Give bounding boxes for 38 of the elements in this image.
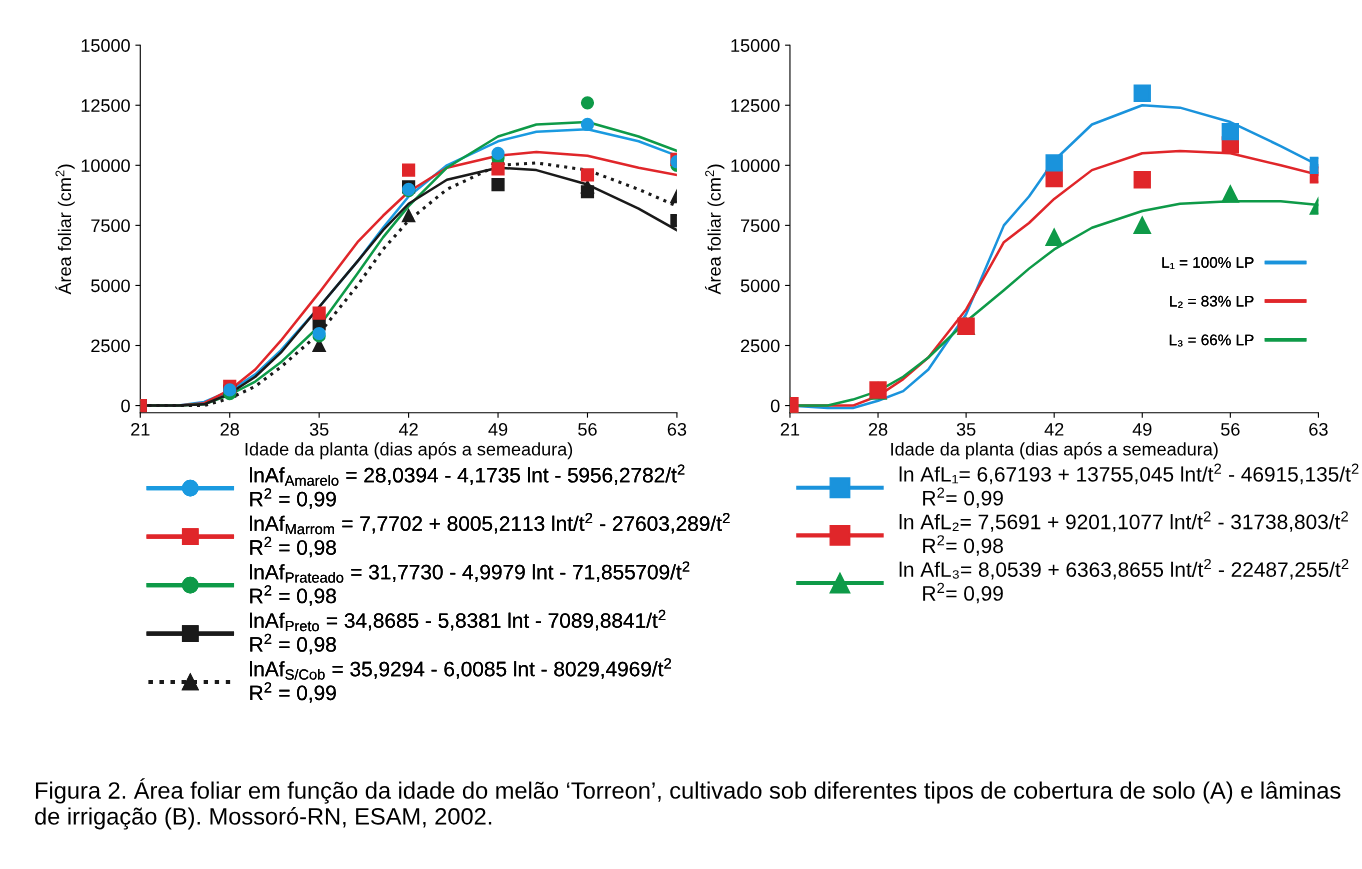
x-tick-label: 21 (780, 422, 800, 436)
x-axis-title: Idade da planta (dias após a semeadura) (891, 442, 1218, 460)
y-tick-label: 5000 (91, 279, 130, 293)
y-tick-label: 15000 (81, 39, 130, 52)
y-tick-label: 2500 (740, 339, 780, 353)
x-tick-label: 35 (309, 422, 329, 436)
y-tick-label: 7500 (741, 219, 780, 233)
legend-label: L₂ = 83% LP (1170, 295, 1254, 308)
x-tick-label: 35 (956, 422, 976, 436)
y-axis-title: Área foliar (cm$^{2}$) (704, 164, 725, 295)
x-tick-label: 42 (398, 422, 418, 436)
y-tick-label: 5000 (740, 279, 780, 293)
x-axis-title: Idade da planta (dias após a semeadura) (245, 442, 573, 460)
y-tick-label: 7500 (91, 219, 130, 233)
x-tick-label: 21 (131, 422, 150, 436)
x-tick-label: 63 (1309, 422, 1328, 436)
x-tick-label: 56 (1221, 422, 1240, 436)
text: Figura 2. Área foliar em função da idade do melão ‘Torreon’, cultivado sob diferentes tipos de cobertura de solo (A) e lâminas de irrigação (B). Mossoró-RN, ESAM, 2002. (35, 778, 1341, 830)
y-tick-label: 15000 (731, 39, 780, 52)
y-axis-title: Área foliar (cm$^{2}$) (55, 164, 75, 295)
x-tick-label: 28 (868, 422, 888, 436)
x-tick-label: 56 (578, 422, 597, 436)
legend-label: L₃ = 66% LP (1169, 334, 1254, 347)
x-tick-label: 49 (488, 422, 508, 436)
y-tick-label: 0 (121, 399, 130, 413)
x-tick-label: 49 (1132, 422, 1152, 436)
legend-label: L₁ = 100% LP (1162, 257, 1254, 270)
x-tick-label: 28 (220, 422, 239, 436)
y-tick-label: 2500 (91, 339, 130, 353)
y-tick-label: 0 (770, 399, 780, 413)
y-tick-label: 10000 (81, 159, 130, 173)
y-tick-label: 12500 (81, 99, 130, 112)
text: lnAf$_{S/Cob}$ = 35,9294 - 6,0085 lnt - 8029,4969/t$^{2}$ R$^{2}$ = 0,99 (250, 658, 672, 703)
x-tick-label: 63 (667, 422, 687, 436)
text: ln AfL₃= 8,0539 + 6363,8655 lnt/t$^{2}$ - 22487,255/t$^{2}$ R$^{2}$= 0,99 (899, 558, 1349, 604)
y-tick-label: 10000 (731, 159, 780, 173)
x-tick-label: 42 (1044, 422, 1064, 436)
y-tick-label: 12500 (731, 99, 780, 112)
